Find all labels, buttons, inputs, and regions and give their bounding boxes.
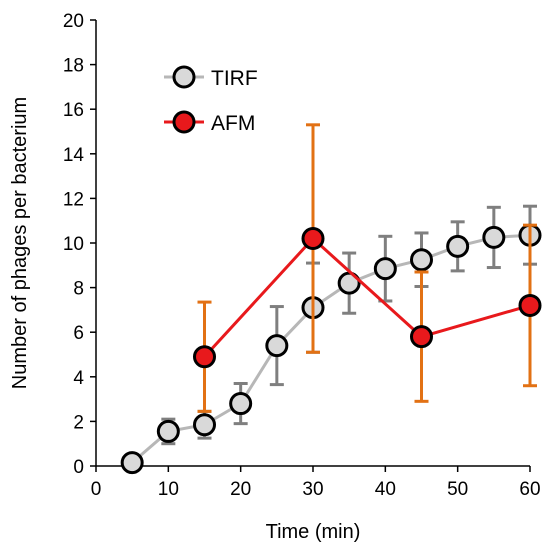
y-tick-label: 0	[73, 457, 84, 478]
axes: 0 2 4 6 8 10 12 14 16 18 20 0 10 20 30 40 50 60	[63, 11, 541, 500]
y-tick-label: 14	[63, 145, 85, 166]
series-tirf-markers	[120, 223, 542, 475]
x-axis-title: Time (min)	[266, 521, 361, 543]
y-tick-label: 6	[73, 323, 84, 344]
legend-item-afm: AFM	[164, 110, 255, 135]
y-tick-label: 8	[73, 279, 84, 300]
data-point	[301, 227, 325, 251]
series-afm-line	[203, 236, 531, 358]
data-point	[229, 392, 253, 416]
y-tick-label: 2	[73, 412, 84, 433]
series-layer	[120, 123, 542, 475]
legend-item-tirf: TIRF	[164, 65, 258, 90]
y-tick-label: 4	[73, 368, 84, 389]
x-tick-label: 60	[519, 479, 540, 500]
data-point	[120, 451, 144, 475]
y-tick-label: 20	[63, 11, 84, 32]
data-point	[410, 325, 433, 349]
legend-marker	[172, 110, 196, 134]
series-afm-error-bars	[197, 123, 537, 413]
y-tick-label: 10	[63, 234, 84, 255]
data-point	[446, 234, 470, 258]
y-tick-label: 16	[63, 100, 84, 121]
series-tirf-line	[131, 233, 531, 464]
legend-marker	[172, 65, 196, 89]
y-axis-title: Number of phages per bacterium	[9, 97, 31, 389]
x-tick-label: 50	[447, 479, 468, 500]
y-tick-label: 12	[63, 189, 84, 210]
y-ticks: 0 2 4 6 8 10 12 14 16 18 20	[63, 11, 96, 478]
legend: TIRF AFM	[164, 65, 258, 135]
data-point	[482, 225, 506, 249]
x-tick-label: 30	[302, 479, 323, 500]
data-point	[265, 334, 289, 358]
data-point	[193, 345, 216, 369]
legend-label: AFM	[211, 112, 255, 135]
series-tirf	[120, 204, 542, 475]
x-tick-label: 40	[375, 479, 396, 500]
series-tirf-error-bars	[125, 204, 537, 467]
series-afm	[193, 123, 542, 413]
legend-label: TIRF	[211, 67, 258, 90]
data-point	[518, 293, 542, 317]
data-point	[373, 257, 397, 281]
x-tick-label: 0	[91, 479, 102, 500]
data-point	[156, 419, 180, 443]
data-point	[410, 248, 433, 272]
series-afm-markers	[193, 227, 542, 369]
data-point	[193, 413, 216, 437]
x-tick-label: 10	[158, 479, 179, 500]
x-ticks: 0 10 20 30 40 50 60	[91, 466, 541, 500]
x-tick-label: 20	[230, 479, 251, 500]
y-tick-label: 18	[63, 56, 84, 77]
